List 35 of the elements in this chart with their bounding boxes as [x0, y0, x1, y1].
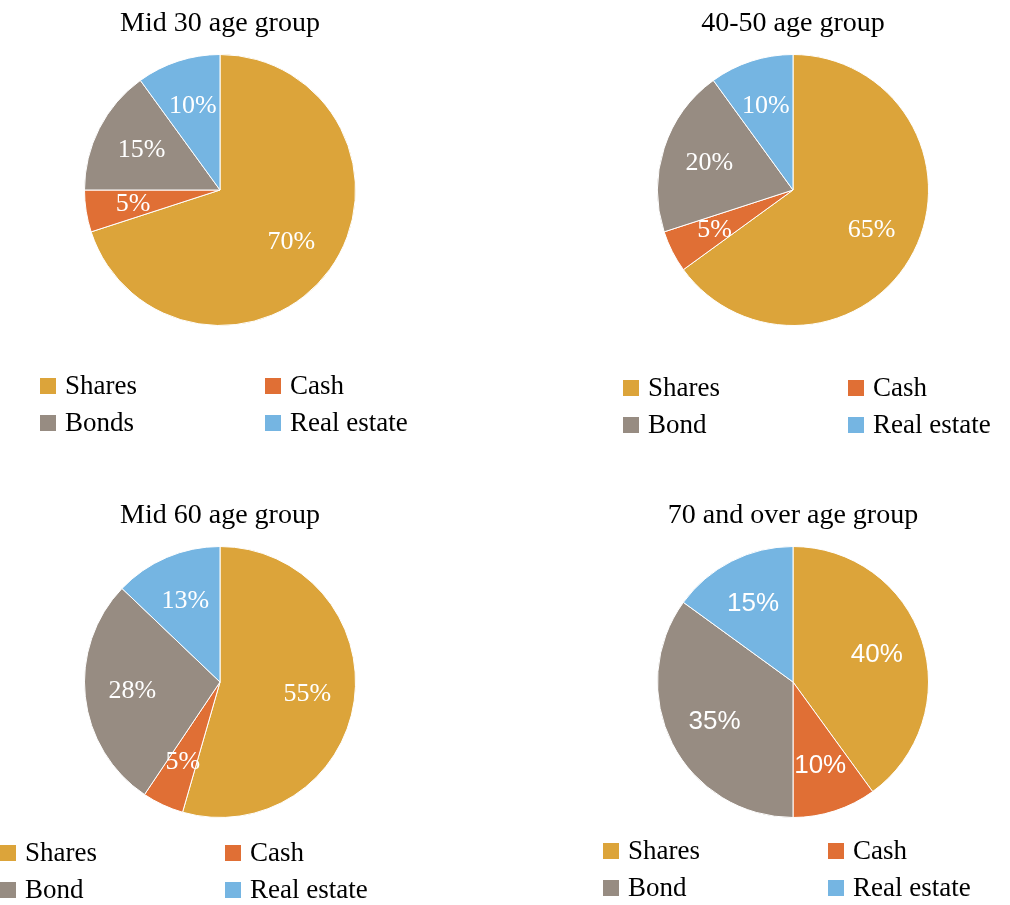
legend-label: Real estate — [853, 872, 971, 903]
data-label: 65% — [847, 213, 896, 243]
legend-label: Real estate — [250, 874, 368, 905]
legend-label: Cash — [873, 372, 927, 403]
legend-label: Cash — [853, 835, 907, 866]
legend-label: Real estate — [873, 409, 991, 440]
legend-label: Bonds — [65, 407, 135, 438]
legend-label: Shares — [648, 372, 720, 403]
data-label: 10% — [741, 90, 790, 120]
chart-title: 70 and over age group — [666, 498, 920, 530]
legend-label: Real estate — [290, 407, 408, 438]
data-label: 5% — [697, 213, 732, 243]
legend-label: Cash — [290, 370, 344, 401]
data-label: 5% — [115, 187, 151, 217]
data-label: 10% — [794, 748, 847, 779]
data-label: 13% — [161, 584, 210, 614]
data-label: 40% — [850, 637, 903, 668]
data-label: 35% — [688, 705, 741, 736]
data-label: 15% — [726, 586, 780, 617]
data-label: 10% — [168, 90, 217, 120]
data-label: 20% — [685, 146, 734, 176]
legend-label: Bond — [628, 872, 687, 903]
data-label: 28% — [108, 675, 157, 705]
legend-label: Bond — [25, 874, 84, 905]
legend-label: Shares — [65, 370, 137, 401]
chart-title: Mid 30 age group — [119, 6, 321, 38]
data-label: 55% — [283, 678, 332, 708]
legend-label: Bond — [648, 409, 707, 440]
chart-title: Mid 60 age group — [119, 498, 321, 530]
chart-title: 40-50 age group — [700, 6, 886, 38]
data-label: 70% — [267, 225, 316, 255]
data-label: 15% — [117, 133, 166, 163]
legend-label: Cash — [250, 837, 304, 868]
legend-label: Shares — [25, 837, 97, 868]
legend-label: Shares — [628, 835, 700, 866]
